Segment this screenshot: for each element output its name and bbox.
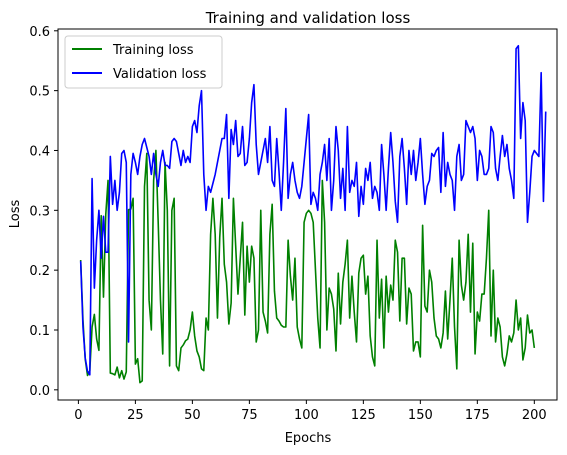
x-tick-label: 25	[127, 408, 144, 423]
y-tick-label: 0.0	[29, 384, 50, 399]
legend: Training loss Validation loss	[64, 35, 223, 89]
y-tick-label: 0.6	[29, 25, 50, 40]
y-tick-label: 0.2	[29, 264, 50, 279]
x-tick-label: 50	[184, 408, 201, 423]
y-tick-label: 0.1	[29, 324, 50, 339]
legend-label-training: Training loss	[112, 43, 194, 58]
legend-label-validation: Validation loss	[113, 67, 207, 82]
y-tick-label: 0.5	[29, 85, 50, 100]
x-tick-label: 100	[294, 408, 319, 423]
plot-frame	[57, 28, 558, 401]
x-tick-label: 125	[351, 408, 376, 423]
legend-box	[64, 35, 223, 89]
axis-layer: 0 25 50 75 100 125 150 175 200 0.0 0.1 0.2 0.3 0.4 0.5…	[29, 25, 546, 423]
y-axis-title: Loss	[8, 200, 23, 229]
y-tick-label: 0.3	[29, 204, 50, 219]
series-layer	[79, 44, 547, 384]
x-tick-label: 175	[465, 408, 490, 423]
x-tick-label: 75	[241, 408, 258, 423]
x-axis-title: Epochs	[285, 431, 332, 446]
x-tick-label: 200	[522, 408, 547, 423]
y-tick-label: 0.4	[29, 144, 50, 159]
chart-title: Training and validation loss	[205, 9, 411, 27]
x-tick-label: 150	[408, 408, 433, 423]
training-loss-line	[79, 149, 536, 384]
validation-loss-line	[79, 44, 547, 376]
x-tick-label: 0	[74, 408, 82, 423]
